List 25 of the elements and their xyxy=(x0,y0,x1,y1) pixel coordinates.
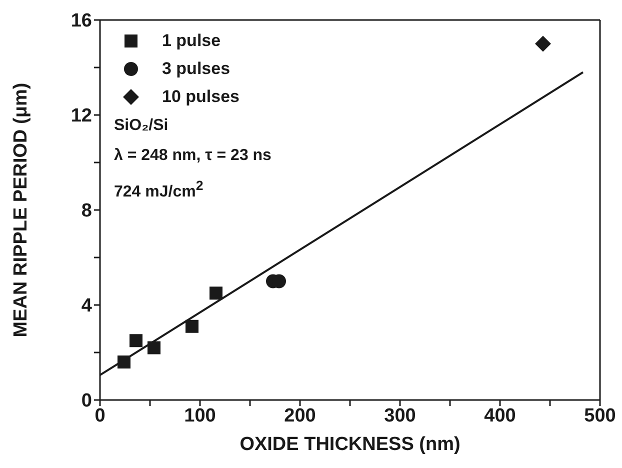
point xyxy=(118,356,130,368)
y-axis-title: MEAN RIPPLE PERIOD (μm) xyxy=(10,82,32,338)
annotation: 724 mJ/cm$^{2}$ xyxy=(114,177,204,202)
x-tick-label: 100 xyxy=(184,405,216,426)
x-tick-label: 0 xyxy=(94,405,106,426)
annotation: SiO₂/Si xyxy=(114,116,170,136)
y-tick-label: 12 xyxy=(70,106,92,127)
annotation: λ = 248 nm, τ = 23 ns xyxy=(114,146,272,166)
y-tick-label: 8 xyxy=(81,200,92,222)
x-axis-title: OXIDE THICKNESS (nm) xyxy=(240,434,460,455)
x-tick-label: 300 xyxy=(384,405,416,426)
y-tick-label: 4 xyxy=(81,296,92,317)
legend-label: 3 pulses xyxy=(162,59,230,79)
point xyxy=(535,36,551,52)
legend-label: 1 pulse xyxy=(162,31,221,51)
x-tick-label: 500 xyxy=(584,405,616,426)
point xyxy=(130,334,142,348)
point xyxy=(186,320,198,333)
x-tick-label: 400 xyxy=(484,405,516,426)
y-tick-label: 0 xyxy=(81,390,92,412)
point xyxy=(210,286,222,300)
x-tick-label: 200 xyxy=(284,405,316,426)
legend-label: 10 pulses xyxy=(162,87,240,107)
y-tick-label: 16 xyxy=(70,10,92,32)
point xyxy=(148,341,160,354)
